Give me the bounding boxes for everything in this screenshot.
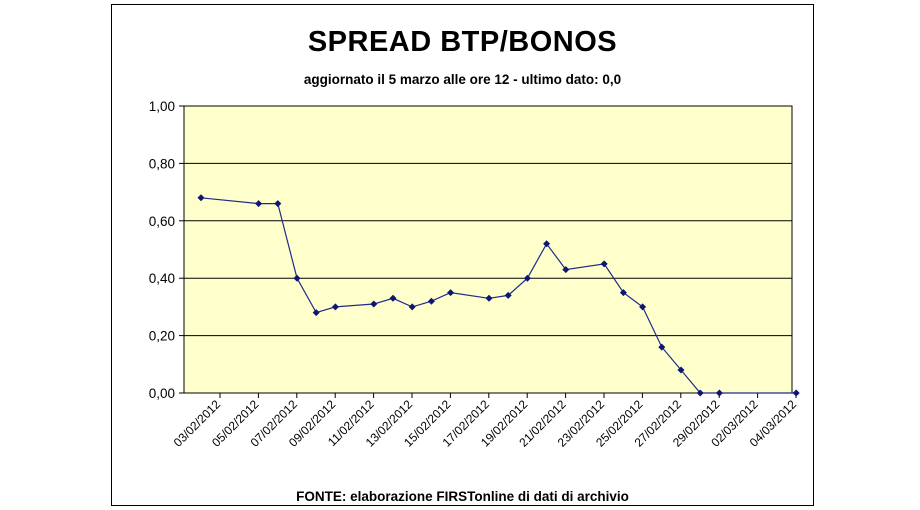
data-point [658,343,666,351]
y-axis-ticks: 0,00 0,20 0,40 0,60 0,80 1,00 [149,99,184,401]
data-point [331,303,339,311]
data-point [619,289,627,297]
data-point [389,294,397,302]
y-tick-label: 0,40 [149,271,175,286]
data-point [639,303,647,311]
data-point [370,300,378,308]
data-point [312,309,320,317]
data-point [255,200,263,208]
data-point [485,294,493,302]
data-point [504,291,512,299]
y-tick-label: 0,00 [149,386,175,401]
data-point [293,274,301,282]
data-point [696,389,704,397]
data-point [427,297,435,305]
line-chart: 0,00 0,20 0,40 0,60 0,80 1,00 03/02/201205/02… [149,99,800,450]
data-point [408,303,416,311]
series-line [200,197,797,394]
data-point [447,289,455,297]
chart-subtitle: aggiornato il 5 marzo alle ore 12 - ulti… [303,72,622,87]
plot-area [183,105,793,394]
chart-source: FONTE: elaborazione FIRSTonline di dati … [296,489,629,504]
data-point [197,194,205,202]
x-axis-ticks: 03/02/201205/02/201207/02/201209/02/2012… [171,393,799,450]
gridlines [184,105,792,394]
y-tick-label: 1,00 [149,99,175,114]
y-tick-label: 0,20 [149,329,175,344]
data-point [274,200,282,208]
data-point [600,260,608,268]
data-point [677,366,685,374]
series-markers [197,194,800,397]
data-point [715,389,723,397]
data-point [562,266,570,274]
data-point [523,274,531,282]
data-point [543,240,551,248]
data-point [792,389,800,397]
chart-frame: 0,00 0,20 0,40 0,60 0,80 1,00 03/02/2012 05/02… [111,4,814,506]
y-tick-label: 0,80 [149,156,175,171]
chart-title: SPREAD BTP/BONOS [307,26,618,58]
y-tick-label: 0,60 [149,214,175,229]
